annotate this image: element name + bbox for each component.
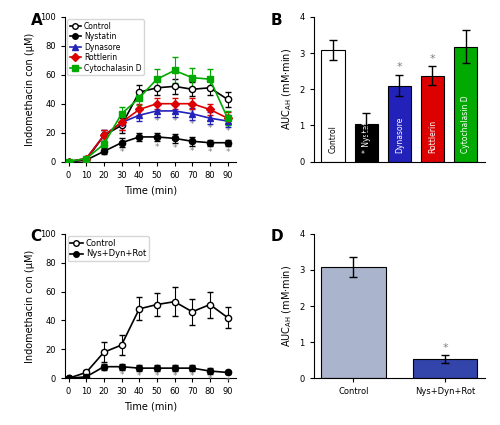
Text: C: C [30, 230, 42, 244]
X-axis label: Time (min): Time (min) [124, 185, 178, 195]
Text: *: * [208, 115, 212, 124]
Text: *: * [226, 377, 230, 386]
Text: Control: Control [328, 125, 338, 153]
X-axis label: Time (min): Time (min) [124, 402, 178, 412]
Text: *: * [226, 127, 230, 136]
Text: *: * [190, 147, 194, 156]
Text: *: * [396, 62, 402, 72]
Bar [354, 124, 378, 162]
Text: *: * [430, 54, 436, 64]
Y-axis label: Indomethacin con (μM): Indomethacin con (μM) [24, 249, 34, 363]
Text: *: * [154, 117, 159, 126]
Text: *: * [208, 148, 212, 158]
Text: *: * [154, 372, 159, 382]
Y-axis label: AUC$_\mathrm{AH}$ (mM$\cdot$min): AUC$_\mathrm{AH}$ (mM$\cdot$min) [280, 48, 293, 130]
Text: Dynasore: Dynasore [395, 116, 404, 153]
Text: *: * [190, 110, 194, 119]
Text: *: * [208, 124, 212, 133]
Text: *: * [226, 124, 230, 133]
Text: *: * [208, 375, 212, 384]
Text: *: * [137, 372, 141, 382]
Y-axis label: Indomethacin con (μM): Indomethacin con (μM) [24, 33, 34, 146]
Bar [454, 47, 477, 162]
Text: *: * [172, 372, 177, 382]
Text: *: * [120, 148, 124, 158]
Text: B: B [270, 13, 282, 28]
Text: *: * [190, 372, 194, 382]
Text: *: * [172, 110, 177, 119]
Bar [388, 86, 411, 162]
Text: *: * [190, 119, 194, 129]
Text: *: * [226, 124, 230, 133]
Text: *: * [442, 343, 448, 353]
Text: * Nystatin: * Nystatin [362, 114, 370, 153]
Text: *: * [226, 148, 230, 158]
Y-axis label: AUC$_\mathrm{AH}$ (mM$\cdot$min): AUC$_\mathrm{AH}$ (mM$\cdot$min) [280, 265, 293, 347]
Text: *: * [172, 144, 177, 153]
Text: Rottlerin: Rottlerin [428, 120, 437, 153]
Text: *: * [120, 371, 124, 380]
Legend: Control, Nystatin, Dynasore, Rottlerin, Cytochalasin D: Control, Nystatin, Dynasore, Rottlerin, … [68, 19, 144, 75]
Text: *: * [172, 117, 177, 126]
Text: A: A [30, 13, 42, 28]
Legend: Control, Nys+Dyn+Rot: Control, Nys+Dyn+Rot [68, 236, 148, 261]
Text: D: D [270, 230, 283, 244]
Bar [322, 50, 344, 162]
Bar [413, 359, 477, 378]
Text: Cytochalasin D: Cytochalasin D [461, 95, 470, 153]
Text: *: * [154, 110, 159, 119]
Bar [421, 76, 444, 162]
Bar [322, 267, 386, 378]
Text: *: * [154, 143, 159, 152]
